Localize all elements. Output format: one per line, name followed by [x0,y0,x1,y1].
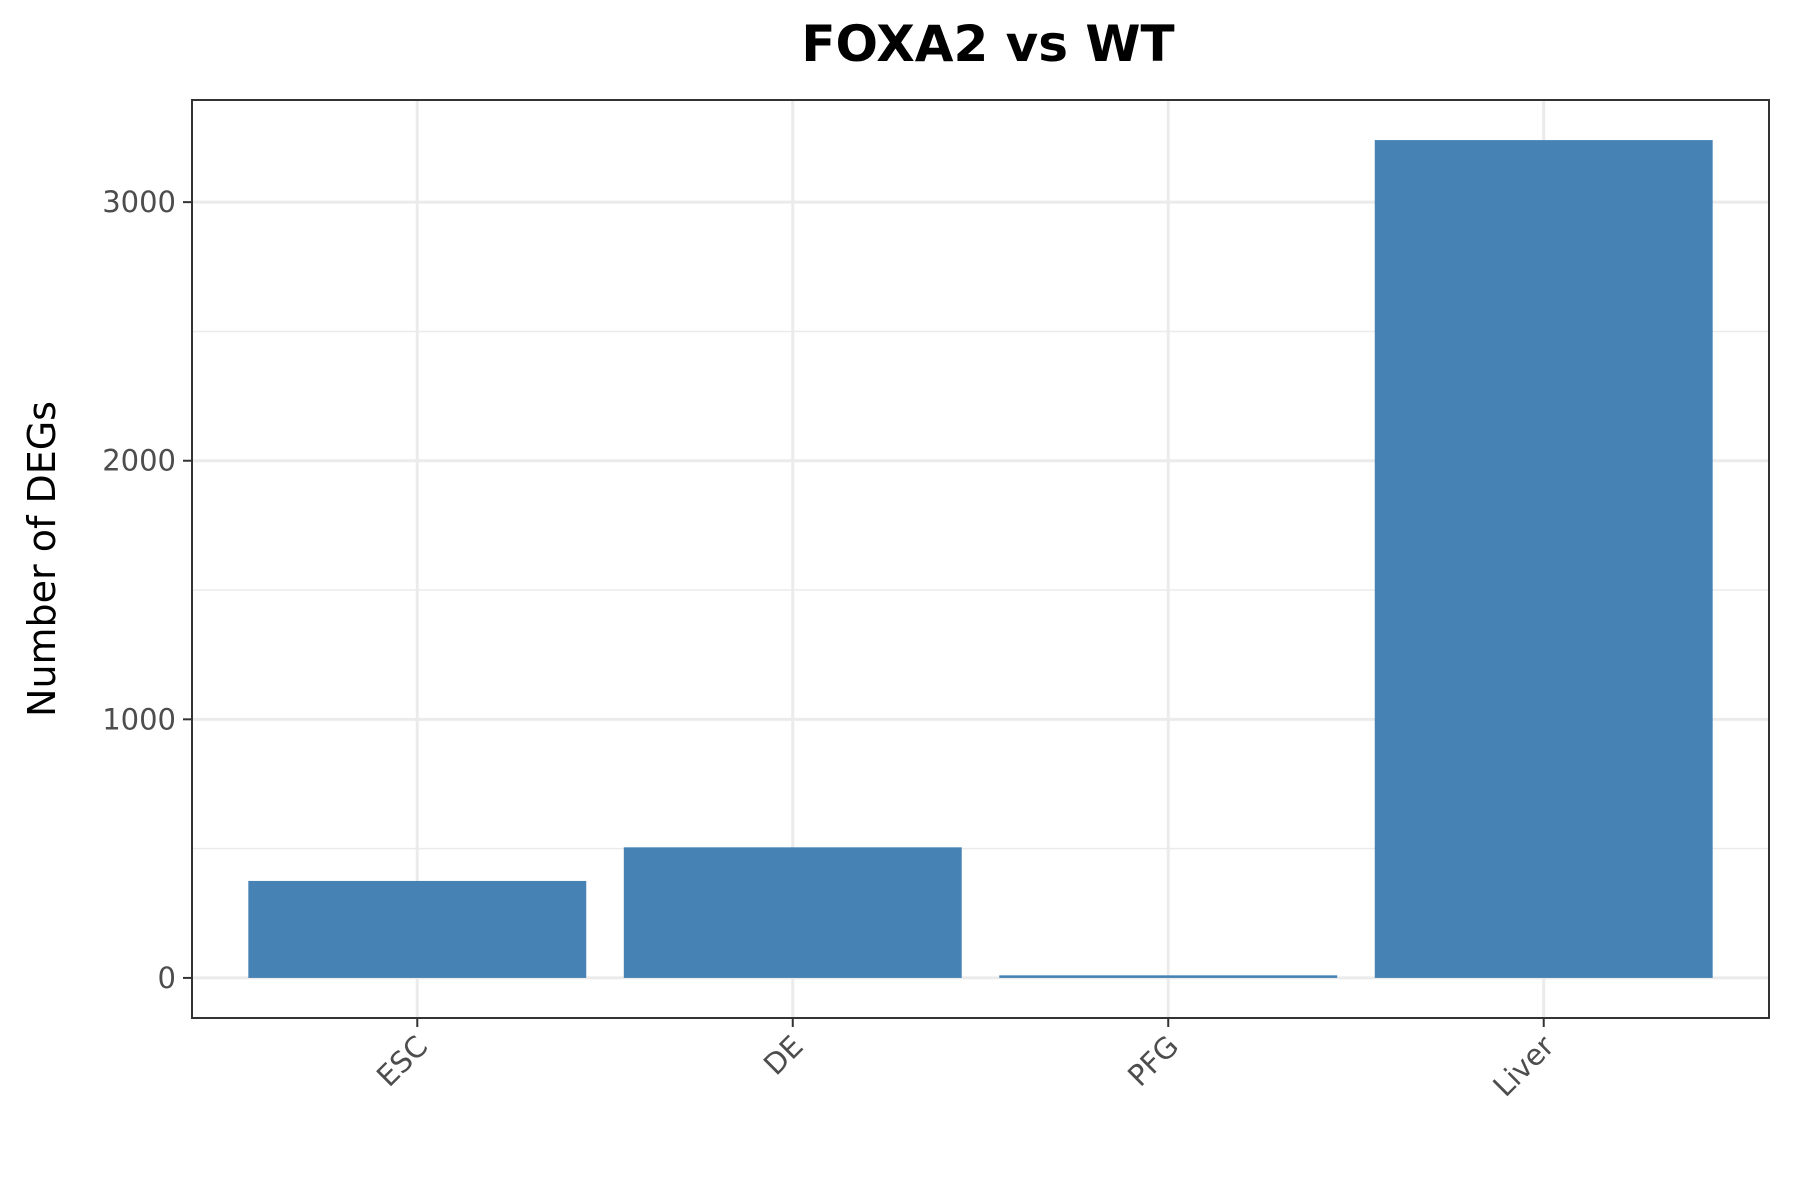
panel-border [191,99,1770,1019]
chart-title: FOXA2 vs WT [801,15,1174,73]
y-axis-label: Number of DEGs [20,401,64,717]
y-tick-label: 0 [158,961,176,995]
bar-pfg [999,975,1338,978]
y-axis: 0 1000 2000 3000 [102,185,192,995]
bar-de [623,847,962,978]
y-tick-label: 2000 [102,444,176,478]
bar-esc [248,880,587,978]
bars [248,140,1713,978]
y-tick-label: 3000 [102,185,176,219]
y-tick-label: 1000 [102,702,176,736]
bar-liver [1374,140,1713,978]
